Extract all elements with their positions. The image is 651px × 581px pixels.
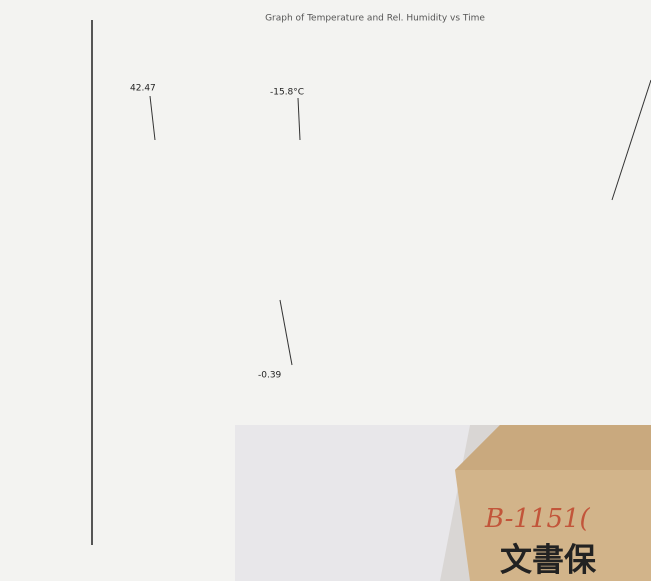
box-photo: B-1151( 文書保 — [235, 425, 651, 581]
page: Graph of Temperature and Rel. Humidity v… — [0, 0, 651, 581]
annotation: -15.8°C — [270, 88, 304, 98]
chart-title: Graph of Temperature and Rel. Humidity v… — [265, 14, 485, 24]
annotation: -0.39 — [258, 371, 282, 381]
scanned-chart: Graph of Temperature and Rel. Humidity v… — [0, 0, 651, 581]
printed-label: 文書保 — [500, 541, 597, 579]
annotation: 42.47 — [130, 84, 156, 94]
handwritten-label: B-1151( — [484, 504, 591, 534]
cloth — [235, 425, 470, 581]
